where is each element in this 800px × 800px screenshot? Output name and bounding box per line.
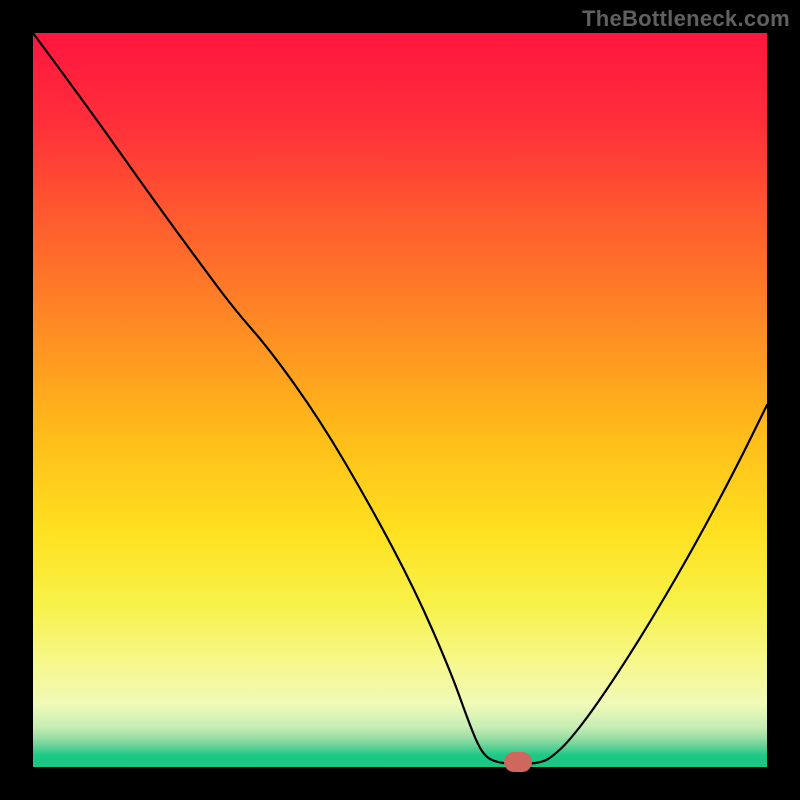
- chart-container: TheBottleneck.com: [0, 0, 800, 800]
- optimal-point-marker: [504, 752, 532, 772]
- bottleneck-curve: [33, 33, 767, 764]
- curve-layer: [0, 0, 800, 800]
- watermark-text: TheBottleneck.com: [582, 6, 790, 32]
